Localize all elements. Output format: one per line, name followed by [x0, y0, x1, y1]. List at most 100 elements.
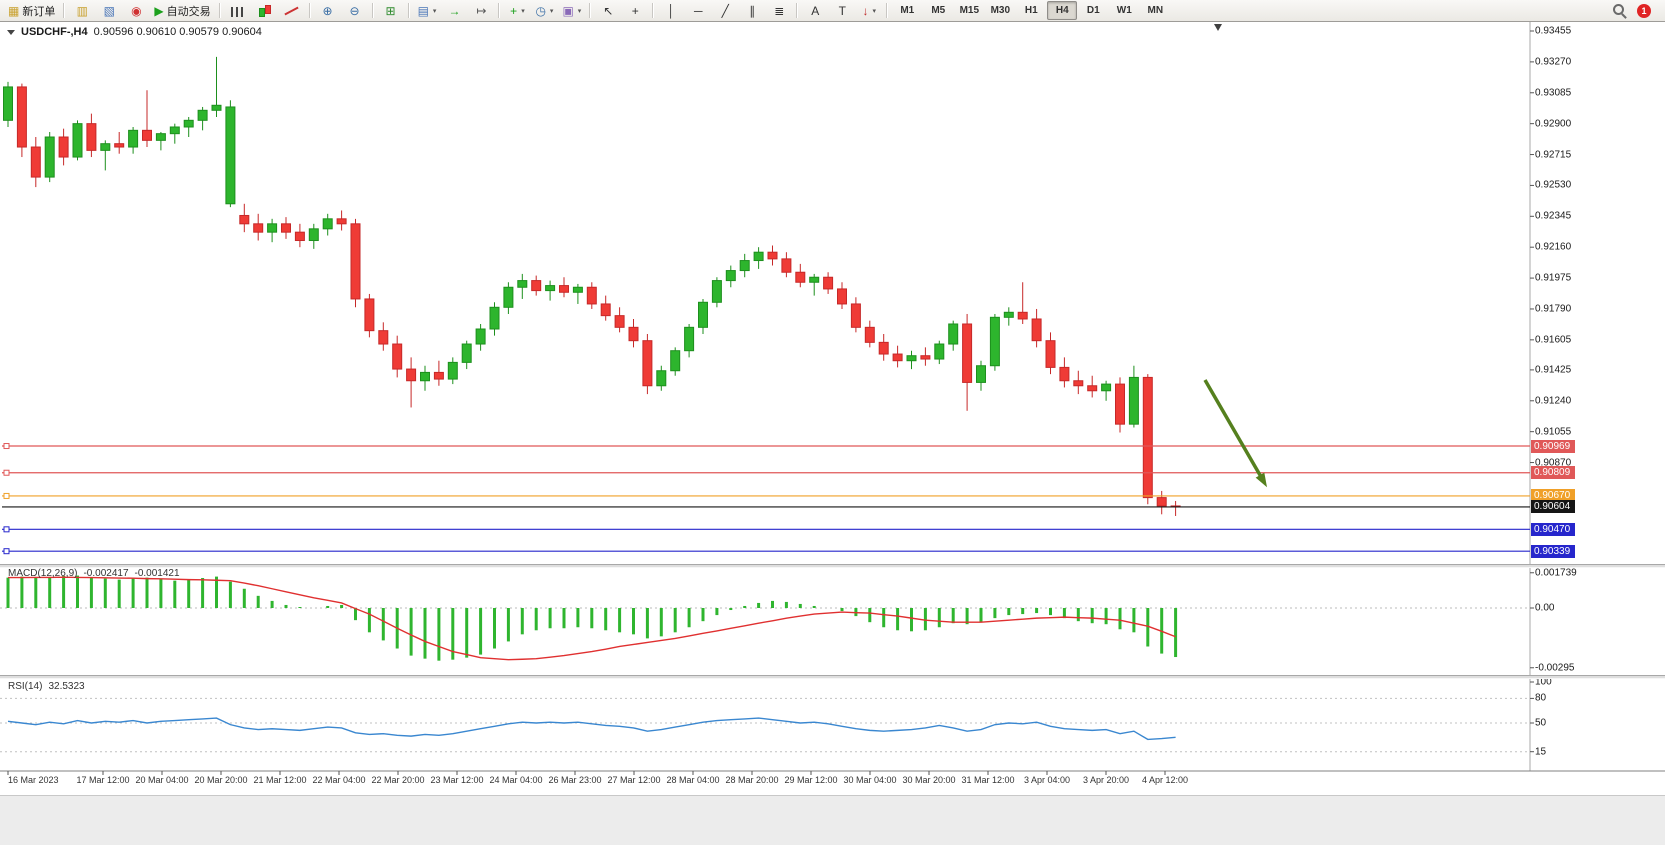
candle-body	[809, 276, 820, 283]
timeframe-d1[interactable]: D1	[1086, 5, 1100, 16]
new-chart-button[interactable]: ▤ ▾	[414, 1, 441, 21]
candle-body	[823, 276, 834, 290]
zoom-out-button[interactable]: ⊖	[342, 1, 368, 21]
crosshair-button[interactable]: +	[622, 1, 648, 21]
timeframe-h4[interactable]: H4	[1047, 1, 1078, 20]
charts-window-button[interactable]: ▥	[69, 1, 95, 21]
rsi-axis-label: 100	[1535, 676, 1552, 688]
timeframe-m1[interactable]: M1	[900, 5, 915, 16]
fibonacci-button[interactable]: ≣	[766, 1, 792, 21]
candle-body	[225, 106, 236, 205]
candle-body	[1017, 311, 1028, 320]
text-label-icon: T	[838, 3, 846, 18]
line-anchor-marker[interactable]	[3, 469, 10, 476]
candle-body	[281, 223, 291, 233]
arrow-objects-button[interactable]: ↓ ▾	[856, 1, 882, 21]
candle-body	[531, 280, 542, 292]
zoom-in-button[interactable]: ⊕	[315, 1, 341, 21]
equidistant-channel-button[interactable]: ∥	[739, 1, 765, 21]
toolbar-separator	[589, 3, 592, 18]
candle-body	[364, 298, 375, 332]
candle-body	[586, 286, 597, 305]
line-anchor-marker[interactable]	[3, 526, 10, 533]
new-chart-icon: ▤	[417, 3, 429, 18]
timeframe-mn[interactable]: MN	[1147, 5, 1164, 16]
periods-button[interactable]: ◷ ▾	[531, 1, 557, 21]
search-icon[interactable]	[1612, 3, 1627, 18]
level-price-label: 0.90969	[1531, 439, 1575, 453]
vertical-line-button[interactable]: │	[658, 1, 684, 21]
templates-button[interactable]: ▣ ▾	[558, 1, 585, 21]
candle-body	[44, 136, 55, 178]
toolbar-right-tools: 1	[1612, 3, 1661, 18]
candle-body	[878, 341, 889, 355]
autotrading-button[interactable]: ▶ 自动交易	[150, 1, 214, 21]
notifications-badge[interactable]: 1	[1637, 3, 1651, 18]
candle-body	[1031, 318, 1042, 342]
line-anchor-marker[interactable]	[3, 443, 10, 450]
price-axis-label: 0.91425	[1535, 364, 1572, 376]
time-axis-label: 30 Mar 20:00	[902, 775, 956, 785]
horizontal-line-icon: ─	[694, 3, 703, 18]
indicators-plus-icon: +	[510, 3, 518, 18]
candle-body	[58, 136, 69, 158]
trendline-button[interactable]: ╱	[712, 1, 738, 21]
ohlc-bars-icon	[231, 6, 245, 17]
candle-body	[864, 326, 875, 343]
time-axis-label: 22 Mar 04:00	[312, 775, 366, 785]
candle-body	[433, 371, 444, 380]
indicators-button[interactable]: + ▾	[504, 1, 530, 21]
candle-body	[350, 223, 361, 300]
chart-shift-button[interactable]: ↦	[468, 1, 494, 21]
candle-body	[989, 316, 1000, 367]
candle-body	[711, 280, 722, 303]
one-click-trading-toggle-icon[interactable]	[7, 29, 15, 35]
level-price-label: 0.90809	[1531, 466, 1575, 480]
timeframe-m15[interactable]: M15	[959, 5, 980, 16]
trend-arrow[interactable]	[1203, 379, 1266, 483]
line-anchor-marker[interactable]	[3, 548, 10, 555]
candle-body	[197, 109, 208, 121]
price-axis-label: 0.90870	[1535, 457, 1572, 469]
profiles-button[interactable]: ▧	[96, 1, 122, 21]
horizontal-line-button[interactable]: ─	[685, 1, 711, 21]
candle-body	[517, 280, 528, 288]
new-order-button[interactable]: ▦ 新订单	[4, 1, 59, 21]
candle-body	[3, 86, 13, 121]
rsi-name: RSI(14)	[8, 681, 43, 692]
timeframe-w1[interactable]: W1	[1116, 5, 1132, 16]
line-chart-mode-button[interactable]	[279, 1, 305, 21]
rsi-pane-separator[interactable]	[0, 675, 1665, 679]
crosshair-icon: +	[631, 3, 639, 18]
macd-name: MACD(12,26,9)	[8, 568, 78, 579]
time-axis-label: 20 Mar 20:00	[194, 775, 248, 785]
candle-body	[308, 228, 319, 242]
bar-chart-mode-button[interactable]	[225, 1, 251, 21]
tile-windows-button[interactable]: ⊞	[378, 1, 404, 21]
candle-body	[30, 146, 41, 178]
text-label-button[interactable]: T	[829, 1, 855, 21]
mql5-community-button[interactable]: ◉	[123, 1, 149, 21]
candle-body	[545, 285, 556, 292]
timeframe-m30[interactable]: M30	[990, 5, 1011, 16]
text-a-icon: A	[811, 3, 820, 18]
time-axis-label: 22 Mar 20:00	[371, 775, 425, 785]
candle-body	[322, 218, 333, 230]
cursor-arrow-icon: ↖	[603, 3, 614, 18]
candle-body	[267, 223, 278, 233]
cursor-button[interactable]: ↖	[595, 1, 621, 21]
candle-body	[837, 288, 847, 305]
time-axis-label: 24 Mar 04:00	[489, 775, 543, 785]
auto-scroll-button[interactable]: →	[441, 1, 467, 21]
candle-body	[100, 143, 111, 151]
timeframe-h1[interactable]: H1	[1024, 5, 1038, 16]
dropdown-arrow-icon: ▾	[521, 7, 525, 15]
tile-windows-icon: ⊞	[385, 3, 396, 18]
chart-shift-marker[interactable]	[1214, 24, 1222, 31]
macd-axis-label: -0.00295	[1535, 662, 1575, 674]
timeframe-m5[interactable]: M5	[931, 5, 946, 16]
text-button[interactable]: A	[802, 1, 828, 21]
line-anchor-marker[interactable]	[3, 492, 10, 499]
macd-pane-separator[interactable]	[0, 564, 1665, 568]
candlestick-mode-button[interactable]	[252, 1, 278, 21]
